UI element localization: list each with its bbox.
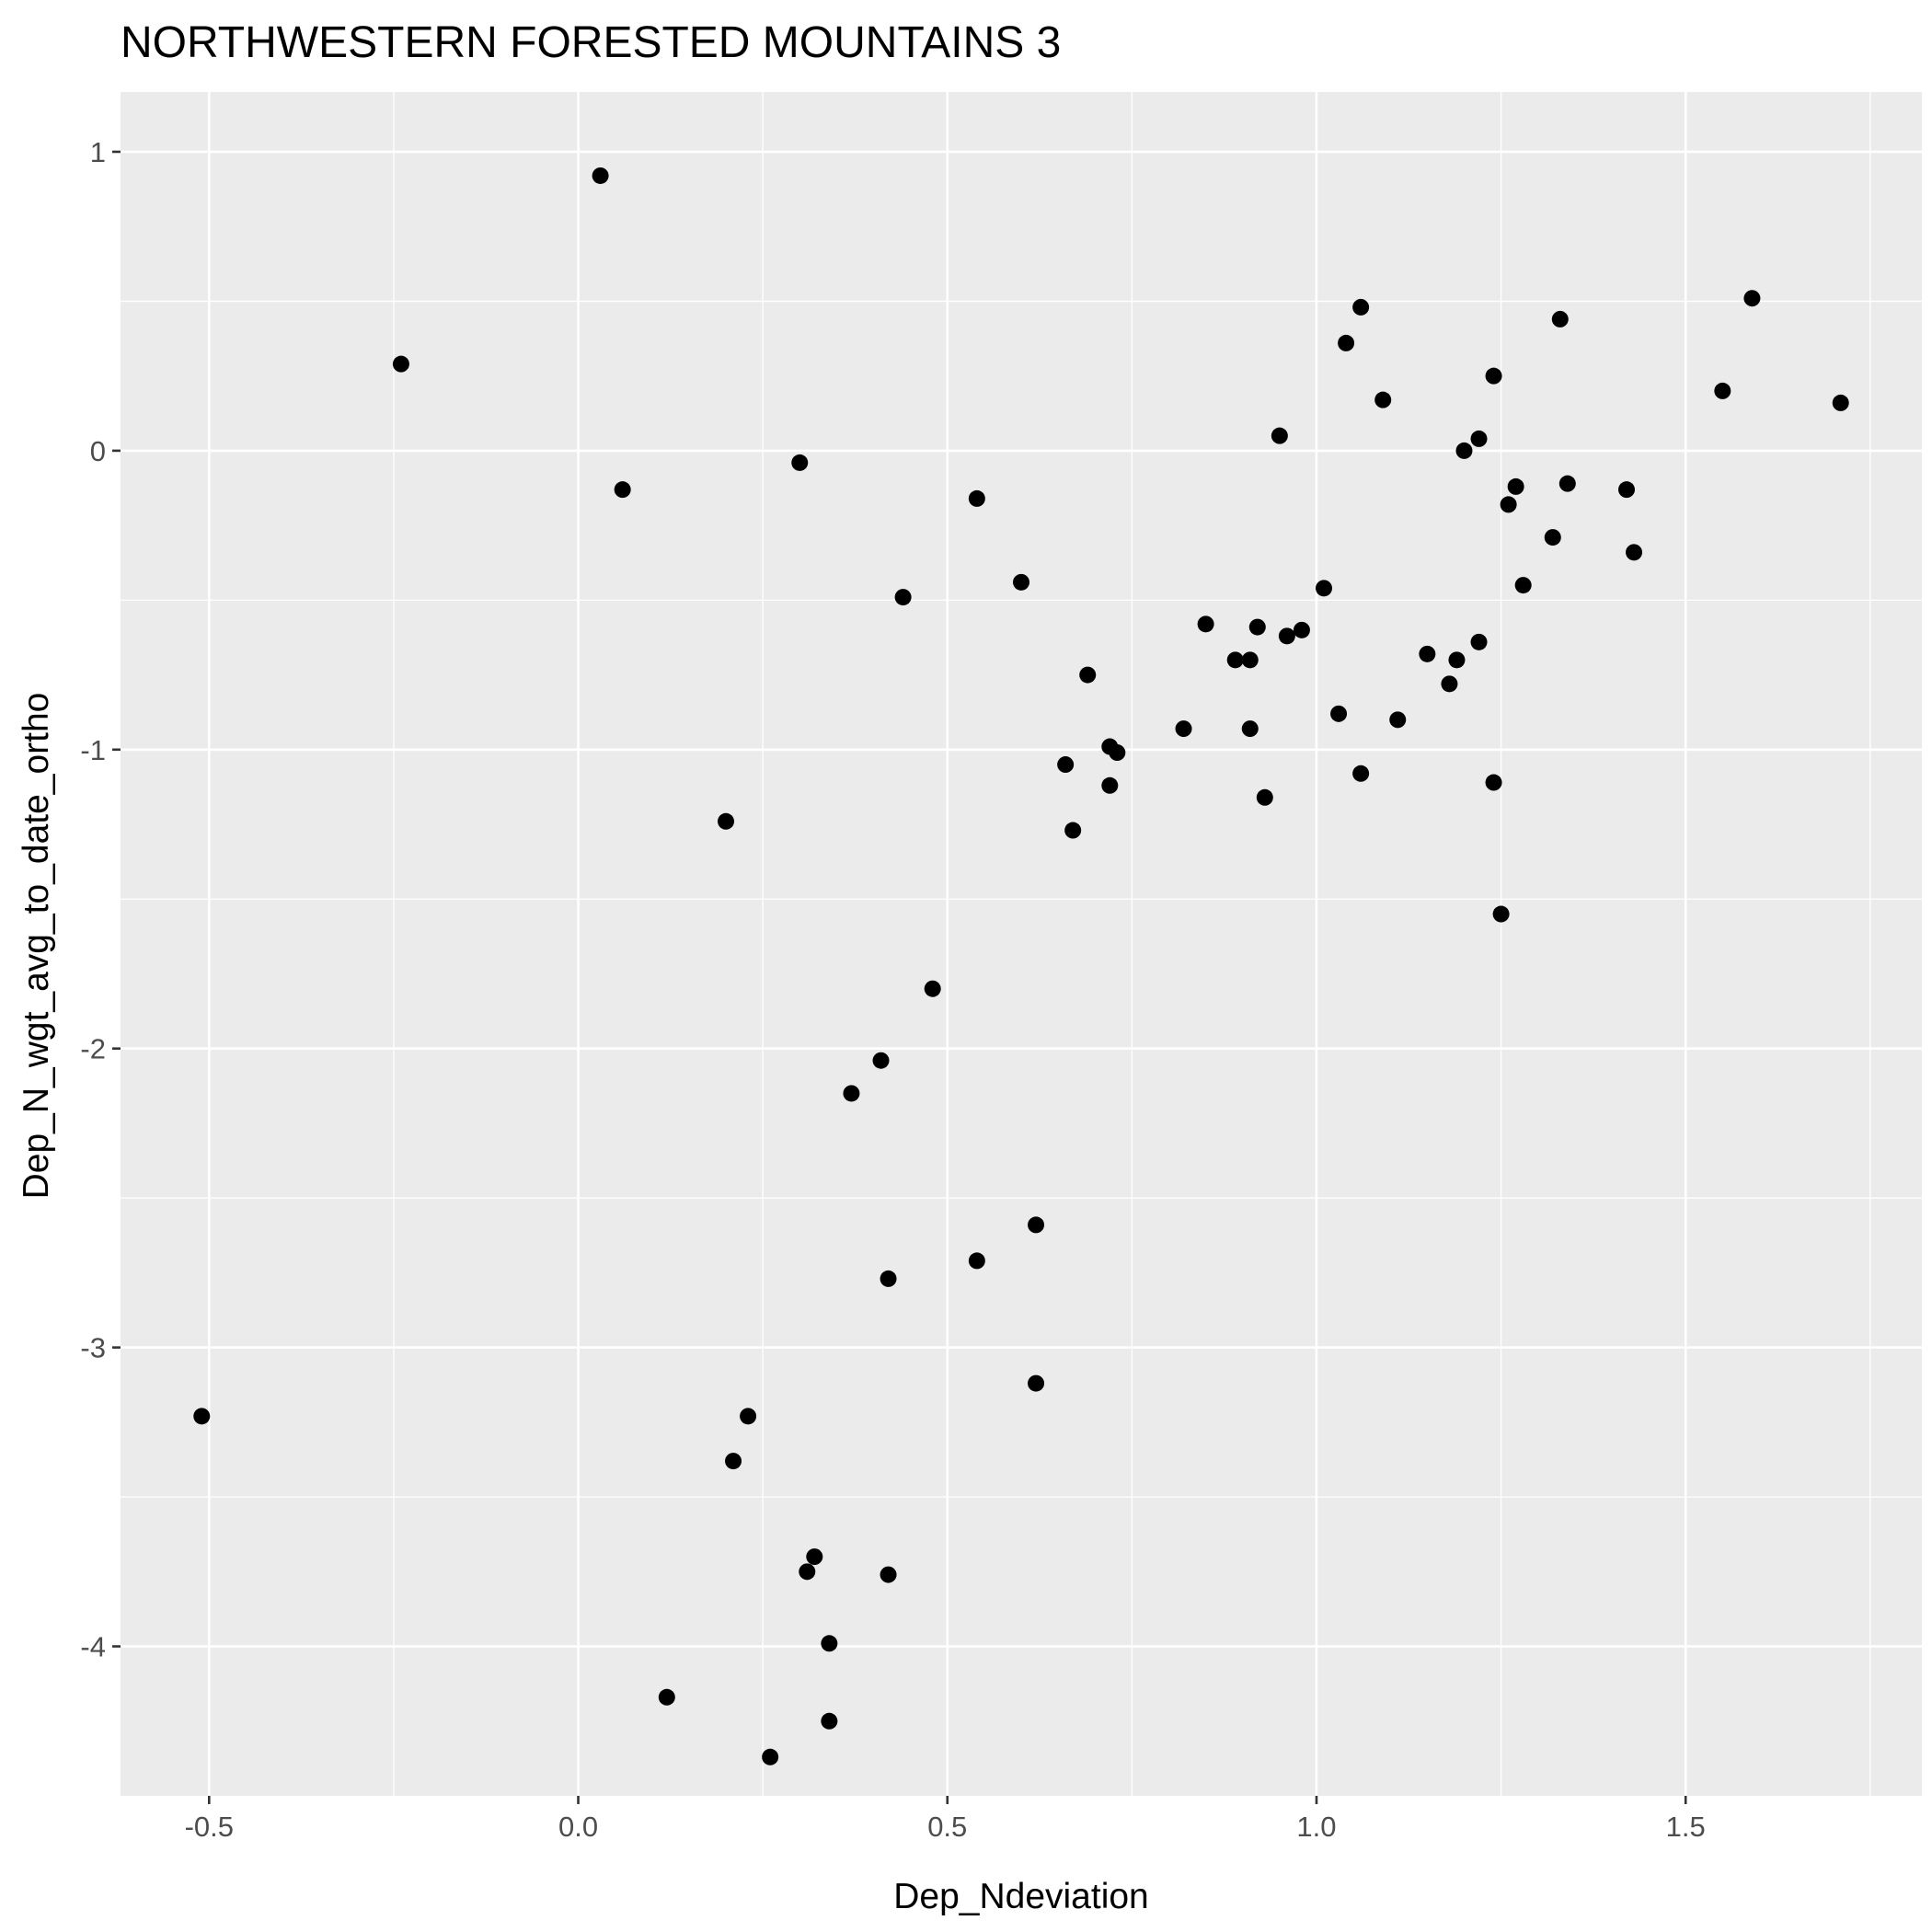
y-tick-label: -1 bbox=[80, 734, 106, 766]
data-point bbox=[1626, 544, 1643, 561]
y-tick-label: -4 bbox=[80, 1631, 106, 1663]
x-tick-label: -0.5 bbox=[185, 1811, 234, 1843]
data-point bbox=[1832, 394, 1849, 411]
x-axis-title: Dep_Ndeviation bbox=[893, 1877, 1149, 1916]
data-point bbox=[1079, 666, 1097, 684]
data-point bbox=[821, 1712, 838, 1730]
data-point bbox=[1714, 382, 1731, 399]
data-point bbox=[1441, 675, 1458, 693]
data-point bbox=[1470, 633, 1488, 650]
data-point bbox=[1492, 905, 1510, 923]
data-point bbox=[1197, 615, 1214, 633]
data-point bbox=[1352, 298, 1370, 316]
data-point bbox=[894, 589, 912, 606]
data-point bbox=[1057, 756, 1075, 774]
data-point bbox=[1175, 720, 1192, 738]
data-point bbox=[762, 1748, 779, 1765]
data-point bbox=[1226, 651, 1244, 669]
data-point bbox=[872, 1052, 890, 1069]
y-tick-label: 1 bbox=[90, 136, 106, 168]
x-tick-label: 1.5 bbox=[1666, 1811, 1706, 1843]
x-tick-label: 1.0 bbox=[1296, 1811, 1336, 1843]
data-point bbox=[193, 1408, 211, 1425]
data-point bbox=[1271, 427, 1288, 444]
data-point bbox=[1743, 290, 1761, 307]
data-point bbox=[1514, 577, 1532, 594]
data-point bbox=[1618, 481, 1636, 499]
chart-title: NORTHWESTERN FORESTED MOUNTAINS 3 bbox=[121, 18, 1061, 67]
y-tick-label: -3 bbox=[80, 1332, 106, 1364]
data-point bbox=[791, 454, 809, 471]
x-tick-label: 0.0 bbox=[558, 1811, 598, 1843]
data-point bbox=[968, 489, 985, 507]
data-point bbox=[1293, 621, 1310, 638]
data-point bbox=[392, 355, 409, 373]
data-point bbox=[614, 481, 631, 499]
y-tick-label: 0 bbox=[90, 435, 106, 467]
data-point bbox=[1470, 430, 1488, 447]
data-point bbox=[1101, 776, 1119, 794]
data-point bbox=[1256, 788, 1273, 806]
data-point bbox=[1064, 822, 1082, 839]
data-point bbox=[740, 1408, 757, 1425]
data-point bbox=[1389, 711, 1407, 729]
data-point bbox=[799, 1563, 816, 1581]
data-point bbox=[1500, 496, 1517, 513]
data-point bbox=[1448, 651, 1466, 669]
data-point bbox=[725, 1453, 742, 1470]
data-point bbox=[1338, 334, 1355, 351]
data-point bbox=[1316, 580, 1333, 597]
data-point bbox=[1028, 1374, 1045, 1392]
x-axis: -0.5 0.0 0.5 1.0 1.5 bbox=[185, 1796, 1706, 1843]
y-tick-label: -2 bbox=[80, 1033, 106, 1065]
data-point bbox=[1485, 367, 1502, 385]
data-point bbox=[1013, 573, 1029, 591]
data-point bbox=[1374, 391, 1392, 408]
data-point bbox=[1278, 627, 1295, 645]
data-point bbox=[843, 1085, 860, 1102]
data-point bbox=[592, 167, 609, 184]
y-axis-title: Dep_N_wgt_avg_to_date_ortho bbox=[17, 693, 56, 1200]
data-point bbox=[1544, 529, 1561, 546]
data-point bbox=[806, 1548, 823, 1566]
x-tick-label: 0.5 bbox=[927, 1811, 967, 1843]
data-point bbox=[1558, 475, 1576, 492]
data-point bbox=[1241, 651, 1259, 669]
data-point bbox=[880, 1566, 897, 1583]
data-point bbox=[718, 812, 735, 830]
data-point bbox=[1109, 744, 1126, 762]
data-point bbox=[1352, 765, 1370, 782]
data-point bbox=[821, 1635, 838, 1652]
data-points bbox=[193, 167, 1849, 1765]
data-point bbox=[1028, 1216, 1045, 1234]
data-point bbox=[658, 1688, 675, 1706]
data-point bbox=[924, 980, 941, 997]
data-point bbox=[1507, 477, 1524, 495]
data-point bbox=[880, 1270, 897, 1287]
data-point bbox=[1455, 442, 1473, 459]
data-point bbox=[1419, 645, 1436, 662]
plot-panel bbox=[121, 92, 1922, 1796]
data-point bbox=[1330, 705, 1348, 722]
y-axis: 1 0 -1 -2 -3 -4 bbox=[80, 136, 121, 1663]
data-point bbox=[1485, 774, 1502, 791]
data-point bbox=[1551, 310, 1569, 328]
gridlines bbox=[121, 92, 1922, 1796]
data-point bbox=[1241, 720, 1259, 738]
data-point bbox=[968, 1252, 985, 1270]
data-point bbox=[1248, 618, 1266, 636]
